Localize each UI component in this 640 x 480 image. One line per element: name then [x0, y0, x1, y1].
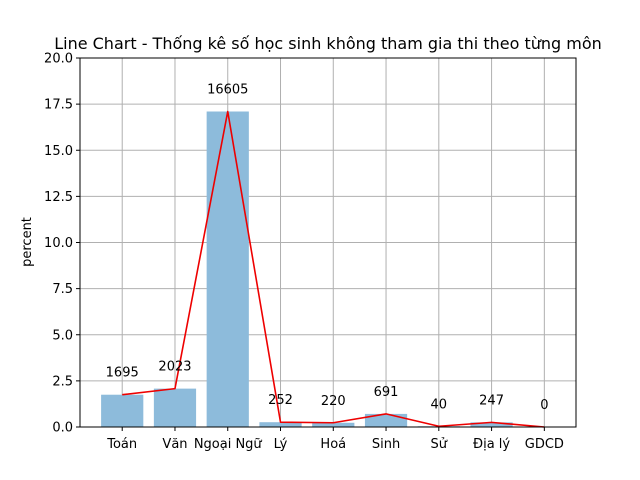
y-tick-label: 2.5 [52, 374, 73, 389]
y-tick-label: 5.0 [52, 328, 73, 343]
x-tick-label: Sử [431, 437, 448, 452]
y-tick-label: 17.5 [44, 98, 73, 113]
y-tick-label: 15.0 [44, 144, 73, 159]
data-label: 252 [268, 393, 293, 408]
x-tick-label: Địa lý [473, 437, 510, 452]
x-tick-label: Ngoại Ngữ [194, 437, 263, 452]
data-label: 1695 [106, 366, 139, 381]
data-label: 691 [374, 385, 399, 400]
x-tick-label: Văn [162, 437, 187, 452]
x-tick-label: Lý [274, 437, 288, 452]
grid [80, 57, 576, 428]
x-tick-label: Sinh [372, 437, 400, 452]
x-tick-label: Hoá [320, 437, 346, 452]
data-label: 247 [479, 393, 504, 408]
bar [470, 422, 513, 427]
y-tick-label: 20.0 [44, 52, 73, 67]
data-label: 0 [540, 398, 548, 413]
y-axis-label: percent [20, 217, 35, 267]
y-tick-label: 12.5 [44, 190, 73, 205]
x-tick-label: Toán [106, 437, 137, 452]
y-tick-label: 7.5 [52, 282, 73, 297]
bar [206, 111, 249, 427]
bar [153, 388, 197, 427]
y-tick-label: 0.0 [52, 421, 73, 436]
y-tick-label: 10.0 [44, 236, 73, 251]
bars [101, 111, 513, 427]
data-label: 2023 [158, 360, 191, 375]
series-line [122, 110, 545, 428]
data-label: 16605 [207, 83, 248, 98]
chart-title: Line Chart - Thống kê số học sinh không … [54, 34, 602, 53]
data-label: 40 [431, 397, 448, 412]
bar [101, 394, 144, 427]
line-layer [122, 110, 545, 428]
bar-labels: 1695 2023 16605 252 220 691 40 247 0 [106, 83, 549, 413]
bar [312, 422, 355, 427]
data-label: 220 [321, 394, 346, 409]
ticks: 0.0 2.5 5.0 7.5 10.0 12.5 15.0 17.5 20.0 Toán Văn N… [44, 52, 564, 453]
x-tick-label: GDCD [525, 437, 564, 452]
bar [259, 422, 302, 427]
